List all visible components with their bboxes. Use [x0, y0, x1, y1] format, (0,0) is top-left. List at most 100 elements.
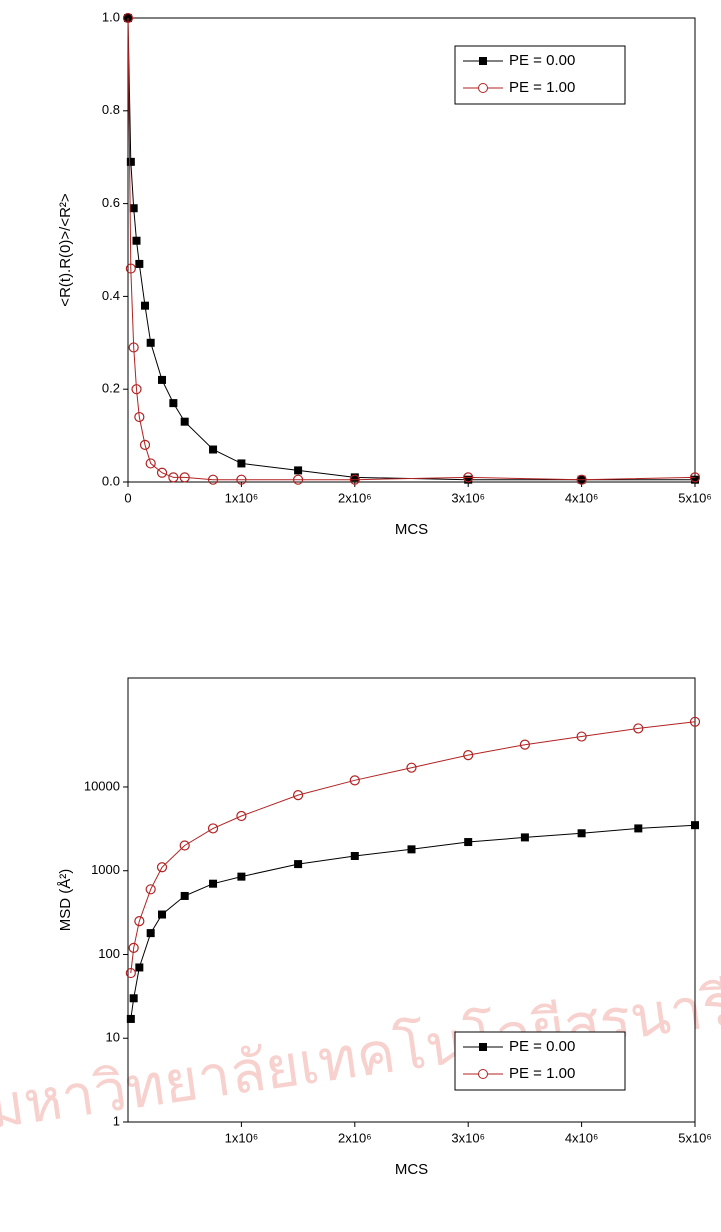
x-tick-label: 4x10⁶ [565, 1130, 599, 1145]
x-tick-label: 3x10⁶ [451, 490, 485, 505]
marker [236, 474, 247, 485]
legend-text: PE = 1.00 [509, 79, 575, 96]
x-tick-label: 0 [124, 490, 131, 505]
marker [122, 12, 134, 24]
marker [131, 384, 142, 395]
legend-box [454, 45, 626, 105]
marker [634, 824, 643, 833]
x-axis-title: MCS [395, 521, 428, 538]
marker [463, 750, 474, 761]
marker [464, 838, 473, 847]
marker [129, 994, 138, 1003]
y-tick-label: 0.6 [102, 195, 120, 210]
legend-marker [479, 1043, 487, 1051]
y-tick-label: 100 [98, 946, 120, 961]
marker [134, 916, 145, 927]
series-line [127, 17, 696, 481]
x-tick-label: 5x10⁶ [678, 490, 712, 505]
x-axis-title: MCS [395, 1161, 428, 1178]
marker [158, 375, 167, 384]
marker [519, 739, 531, 750]
marker [236, 810, 247, 822]
marker [576, 474, 587, 485]
marker [128, 942, 139, 953]
marker [132, 236, 141, 245]
marker [168, 472, 179, 483]
marker [576, 731, 587, 742]
y-tick-label: 0.8 [102, 102, 120, 117]
marker [126, 157, 135, 166]
marker [464, 475, 473, 484]
marker [577, 829, 586, 838]
legend-marker [478, 1069, 488, 1079]
y-axis-title: MSD (Å²) [57, 869, 74, 932]
x-tick-label: 4x10⁶ [565, 490, 599, 505]
marker [179, 472, 190, 483]
y-tick-label: 1.0 [102, 9, 120, 24]
y-tick-label: 10000 [84, 778, 120, 793]
marker [135, 963, 144, 972]
marker [158, 910, 167, 919]
series-line [130, 824, 696, 1019]
x-tick-label: 2x10⁶ [338, 490, 372, 505]
legend-marker [478, 83, 488, 93]
x-tick-label: 2x10⁶ [338, 1130, 372, 1145]
marker [135, 259, 144, 268]
marker [139, 439, 151, 450]
x-tick-label: 1x10⁶ [225, 1130, 259, 1145]
marker [691, 475, 699, 484]
marker [407, 845, 416, 854]
x-tick-label: 3x10⁶ [451, 1130, 485, 1145]
marker [294, 860, 303, 869]
y-axis-title: <R(t).R(0)>/<R²> [57, 193, 74, 307]
marker [406, 762, 417, 773]
y-tick-label: 0.2 [102, 381, 120, 396]
marker [691, 821, 699, 830]
marker [689, 472, 701, 483]
marker [207, 474, 219, 485]
marker [350, 473, 359, 482]
marker [156, 862, 168, 873]
marker [126, 1014, 135, 1023]
marker [207, 823, 219, 834]
marker [350, 851, 359, 860]
marker [237, 459, 246, 468]
marker [463, 472, 474, 483]
marker [209, 879, 218, 888]
marker [145, 458, 156, 469]
y-tick-label: 1000 [91, 862, 120, 877]
marker [125, 263, 136, 274]
series-line [130, 721, 696, 974]
marker [125, 967, 136, 979]
marker [180, 891, 189, 900]
marker [294, 466, 303, 475]
marker [156, 467, 168, 478]
legend-text: PE = 0.00 [509, 52, 575, 69]
y-tick-label: 10 [106, 1030, 120, 1045]
marker [237, 872, 246, 881]
y-tick-label: 1 [113, 1113, 120, 1128]
marker [169, 399, 178, 408]
legend-box [454, 1031, 626, 1091]
marker [129, 204, 138, 213]
marker [520, 833, 529, 842]
marker [146, 929, 155, 938]
x-tick-label: 5x10⁶ [678, 1130, 712, 1145]
x-tick-label: 1x10⁶ [225, 490, 259, 505]
legend-text: PE = 1.00 [509, 1065, 575, 1082]
marker [145, 884, 156, 895]
marker [146, 338, 155, 347]
marker [128, 342, 139, 353]
marker [141, 301, 150, 310]
y-tick-label: 0.4 [102, 288, 120, 303]
marker [134, 411, 145, 423]
y-tick-label: 0.0 [102, 473, 120, 488]
legend-marker [479, 57, 487, 65]
marker [349, 775, 360, 786]
marker [293, 789, 304, 801]
marker [209, 445, 218, 454]
marker [179, 840, 190, 851]
marker [349, 474, 360, 485]
marker [689, 716, 701, 727]
